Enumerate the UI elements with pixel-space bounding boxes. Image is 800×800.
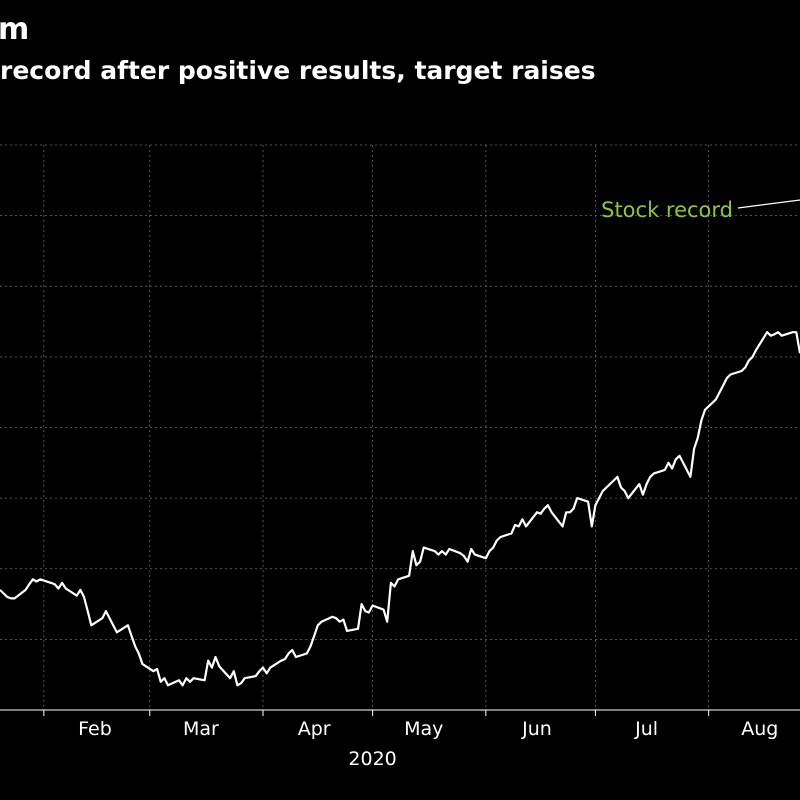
annotation-leader-line (737, 199, 800, 209)
x-tick-label-jun: Jun (521, 718, 552, 740)
annotation: Stock record (601, 198, 800, 222)
x-tick-labels: Feb Mar Apr May Jun Jul Aug (43, 710, 778, 740)
x-tick-label-may: May (404, 718, 443, 740)
chart-title: m (0, 12, 30, 47)
x-tick-label-apr: Apr (298, 718, 331, 740)
x-axis-year-label: 2020 (348, 748, 396, 770)
annotation-stock-record: Stock record (601, 198, 733, 222)
series-line (0, 331, 800, 687)
x-tick-label-mar: Mar (183, 718, 219, 740)
x-tick-label-aug: Aug (741, 718, 778, 740)
chart-subtitle: record after positive results, target ra… (0, 56, 596, 85)
x-tick-label-jul: Jul (634, 718, 658, 740)
x-tick-label-feb: Feb (78, 718, 112, 740)
grid-lines (0, 144, 800, 711)
